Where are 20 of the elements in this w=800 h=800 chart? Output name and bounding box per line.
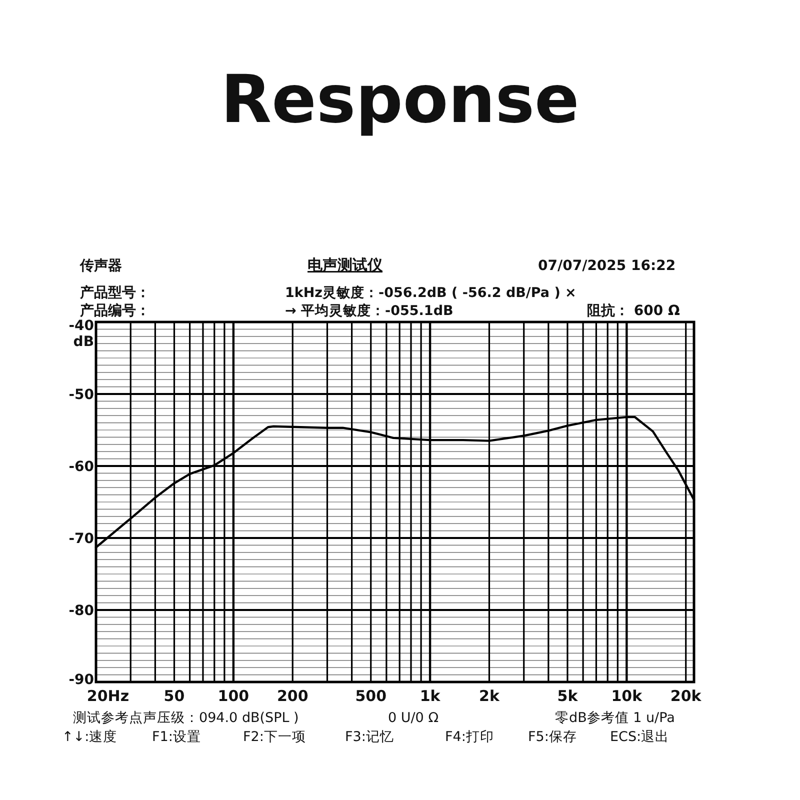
ylabel: dB	[73, 334, 94, 350]
annotation: 产品编号：	[80, 303, 150, 319]
annotation: 产品型号：	[80, 285, 150, 301]
annotation: 零dB参考值 1 u/Pa	[555, 710, 675, 726]
annotation: F2:下一项	[243, 729, 306, 745]
annotation: F4:打印	[445, 729, 494, 745]
annotation: F5:保存	[528, 729, 577, 745]
annotation: F1:设置	[152, 729, 201, 745]
annotation: ECS:退出	[610, 729, 670, 745]
annotation: 阻抗： 600 Ω	[587, 303, 680, 319]
annotation: 1kHz灵敏度：-056.2dB ( -56.2 dB/Pa ) ×	[285, 285, 576, 301]
annotation: → 平均灵敏度：-055.1dB	[285, 303, 454, 319]
annotation: 0 U/0 Ω	[388, 710, 439, 726]
annotation: 电声测试仪	[308, 256, 382, 274]
annotation: 传声器	[80, 258, 122, 274]
annotation: 测试参考点声压级：094.0 dB(SPL )	[73, 710, 299, 726]
annotation: ↑↓:速度	[62, 729, 118, 745]
annotation: F3:记忆	[345, 729, 394, 745]
title: Response	[220, 61, 580, 138]
annotation: 07/07/2025 16:22	[538, 258, 676, 274]
